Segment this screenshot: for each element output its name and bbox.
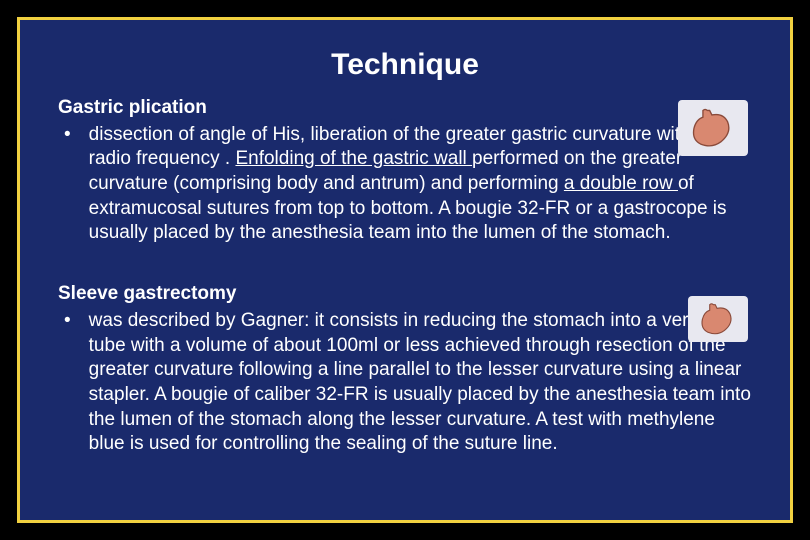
section-heading-sleeve-gastrectomy: Sleeve gastrectomy xyxy=(58,282,752,307)
bullet-marker-icon: • xyxy=(64,123,71,148)
slide-content-area: Technique Gastric plication • dissection… xyxy=(17,17,793,523)
bullet-text-gastric-plication: dissection of angle of His, liberation o… xyxy=(89,123,752,246)
stomach-icon xyxy=(694,301,742,338)
section-heading-gastric-plication: Gastric plication xyxy=(58,96,752,121)
bullet-item: • dissection of angle of His, liberation… xyxy=(58,123,752,246)
text-fragment: was described by Gagner: it consists in … xyxy=(89,310,751,454)
slide-title: Technique xyxy=(58,48,752,82)
text-fragment-underline: a double row xyxy=(564,173,678,194)
section-gap xyxy=(58,266,752,282)
bullet-item: • was described by Gagner: it consists i… xyxy=(58,309,752,457)
slide-outer-frame: Technique Gastric plication • dissection… xyxy=(0,0,810,540)
bullet-marker-icon: • xyxy=(64,309,71,334)
text-fragment-underline: Enfolding of the gastric wall xyxy=(235,148,472,169)
stomach-illustration-mid xyxy=(688,296,748,342)
stomach-icon xyxy=(685,106,741,151)
stomach-illustration-top xyxy=(678,100,748,156)
bullet-text-sleeve-gastrectomy: was described by Gagner: it consists in … xyxy=(89,309,752,457)
